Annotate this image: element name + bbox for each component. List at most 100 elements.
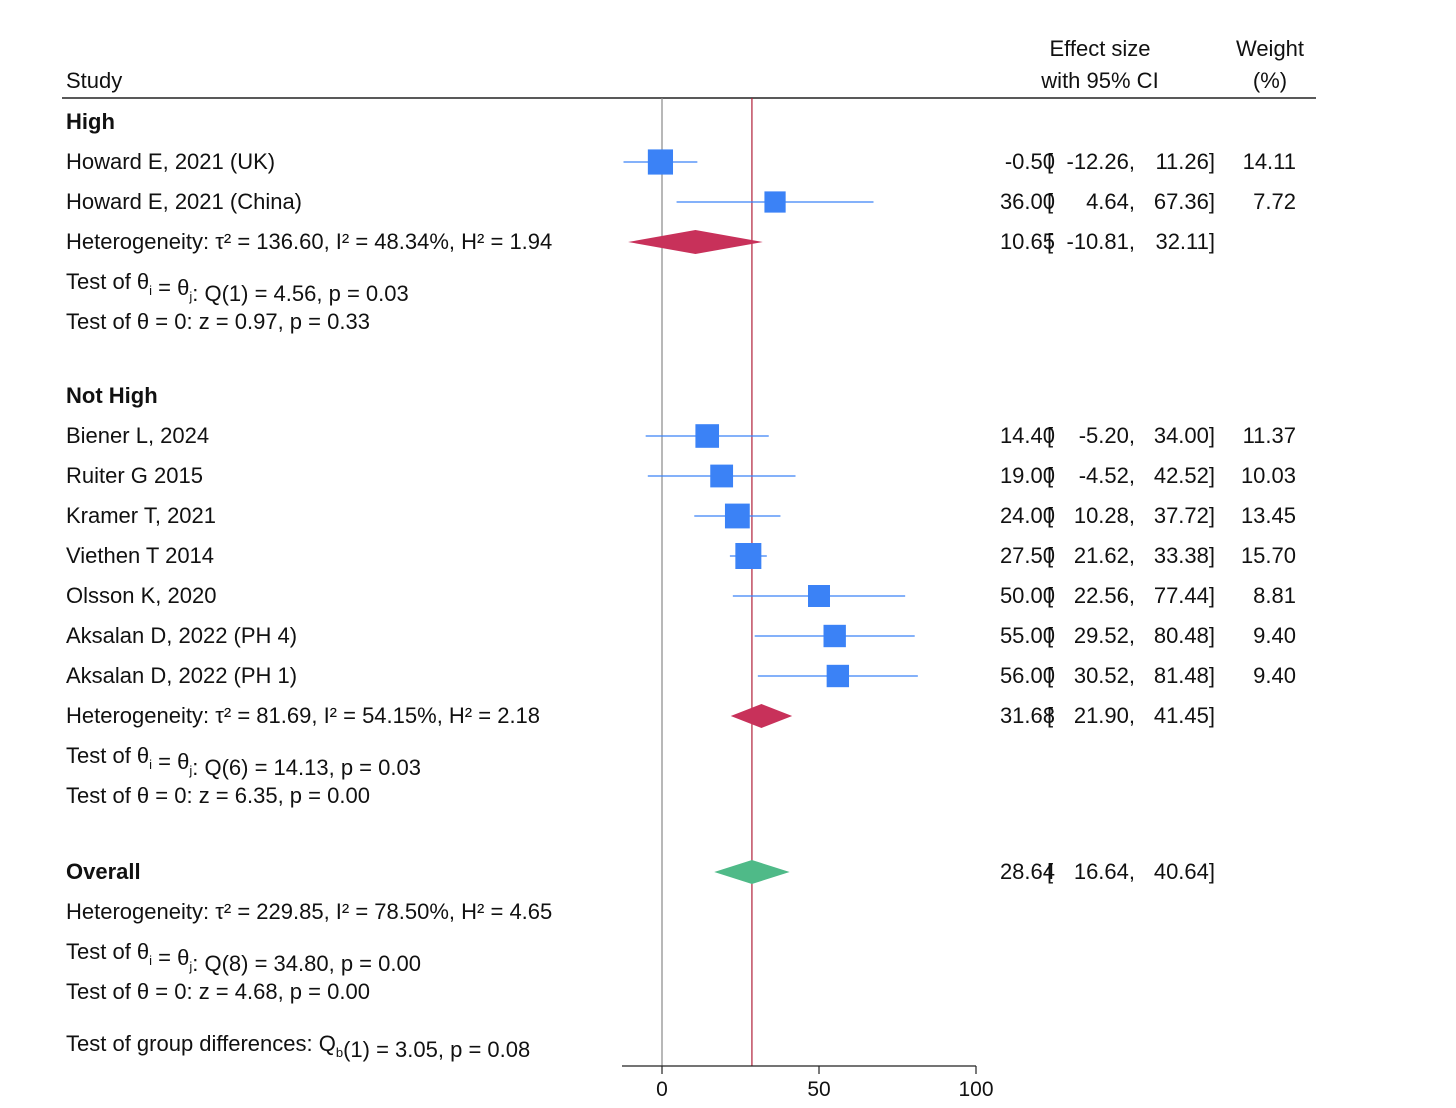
subgroup-ci-lo: -10.81,	[1067, 229, 1136, 254]
study-ci-bracket: [	[1047, 623, 1053, 648]
study-ci-hi: 77.44]	[1154, 583, 1215, 608]
study-ci-bracket: [	[1047, 663, 1053, 688]
study-ci-bracket: [	[1047, 503, 1053, 528]
study-ci-lo: 29.52,	[1074, 623, 1135, 648]
study-ci-lo: -12.26,	[1067, 149, 1136, 174]
subgroup-diamond	[730, 704, 793, 728]
subgroup-test-q: Test of θi = θj: Q(1) = 4.56, p = 0.03	[66, 269, 409, 306]
header-study: Study	[66, 68, 122, 93]
study-ci-hi: 67.36]	[1154, 189, 1215, 214]
study-label: Olsson K, 2020	[66, 583, 216, 608]
header-weight-pct: (%)	[1253, 68, 1287, 93]
study-effect-marker	[695, 424, 720, 448]
study-effect-marker	[823, 624, 846, 648]
study-ci-bracket: [	[1047, 149, 1053, 174]
study-effect-marker	[808, 585, 830, 607]
subgroup-ci-bracket: [	[1047, 229, 1053, 254]
study-ci-hi: 42.52]	[1154, 463, 1215, 488]
study-effect-marker	[647, 149, 674, 175]
subgroup-heterogeneity: Heterogeneity: τ² = 136.60, I² = 48.34%,…	[66, 229, 552, 254]
overall-test-q: Test of θi = θj: Q(8) = 34.80, p = 0.00	[66, 939, 421, 976]
subgroup-diamond	[628, 230, 763, 254]
study-effect-marker	[735, 543, 762, 569]
study-ci-lo: 4.64,	[1086, 189, 1135, 214]
study-effect-marker	[724, 503, 750, 529]
study-effect-marker	[710, 464, 734, 488]
study-ci-es: 36.00	[1000, 189, 1055, 214]
subgroup-test-q: Test of θi = θj: Q(6) = 14.13, p = 0.03	[66, 743, 421, 780]
overall-heterogeneity: Heterogeneity: τ² = 229.85, I² = 78.50%,…	[66, 899, 552, 924]
overall-ci-hi: 40.64]	[1154, 859, 1215, 884]
study-ci-bracket: [	[1047, 463, 1053, 488]
study-ci-es: 27.50	[1000, 543, 1055, 568]
study-weight: 11.37	[1243, 423, 1296, 448]
subgroup-ci-lo: 21.90,	[1074, 703, 1135, 728]
study-ci-hi: 80.48]	[1154, 623, 1215, 648]
study-ci-es: 24.00	[1000, 503, 1055, 528]
study-ci-hi: 33.38]	[1154, 543, 1215, 568]
study-weight: 9.40	[1253, 663, 1296, 688]
study-ci-es: 50.00	[1000, 583, 1055, 608]
study-weight: 15.70	[1241, 543, 1296, 568]
study-label: Biener L, 2024	[66, 423, 209, 448]
study-ci-bracket: [	[1047, 423, 1053, 448]
study-ci-lo: 10.28,	[1074, 503, 1135, 528]
study-effect-marker	[826, 664, 850, 688]
header-weight: Weight	[1236, 36, 1304, 61]
study-weight: 14.11	[1243, 149, 1296, 174]
group-title-0: High	[66, 109, 115, 134]
study-weight: 8.81	[1253, 583, 1296, 608]
study-ci-lo: 21.62,	[1074, 543, 1135, 568]
study-ci-bracket: [	[1047, 583, 1053, 608]
study-ci-hi: 81.48]	[1154, 663, 1215, 688]
study-ci-hi: 37.72]	[1154, 503, 1215, 528]
study-effect-marker	[764, 191, 786, 213]
subgroup-heterogeneity: Heterogeneity: τ² = 81.69, I² = 54.15%, …	[66, 703, 540, 728]
overall-diamond	[714, 860, 790, 884]
overall-title: Overall	[66, 859, 141, 884]
study-label: Kramer T, 2021	[66, 503, 216, 528]
header-effect-ci: with 95% CI	[1040, 68, 1158, 93]
subgroup-test-z: Test of θ = 0: z = 6.35, p = 0.00	[66, 783, 370, 808]
study-label: Viethen T 2014	[66, 543, 214, 568]
study-ci-lo: 22.56,	[1074, 583, 1135, 608]
x-tick-label-0: 0	[656, 1078, 668, 1101]
study-label: Howard E, 2021 (China)	[66, 189, 302, 214]
study-ci-es: -0.50	[1005, 149, 1055, 174]
overall-ci-lo: 16.64,	[1074, 859, 1135, 884]
subgroup-ci-bracket: [	[1047, 703, 1053, 728]
study-ci-bracket: [	[1047, 543, 1053, 568]
study-label: Aksalan D, 2022 (PH 1)	[66, 663, 297, 688]
study-ci-es: 55.00	[1000, 623, 1055, 648]
study-ci-es: 14.40	[1000, 423, 1055, 448]
overall-test-z: Test of θ = 0: z = 4.68, p = 0.00	[66, 979, 370, 1004]
x-axis-ticks: 0 50 100	[656, 1066, 994, 1101]
subgroup-ci-es: 31.68	[1000, 703, 1055, 728]
overall-ci-es: 28.64	[1000, 859, 1055, 884]
study-ci-es: 19.00	[1000, 463, 1055, 488]
study-weight: 9.40	[1253, 623, 1296, 648]
study-label: Ruiter G 2015	[66, 463, 203, 488]
study-weight: 13.45	[1241, 503, 1296, 528]
study-weight: 7.72	[1253, 189, 1296, 214]
subgroup-ci-hi: 32.11]	[1155, 229, 1215, 254]
x-tick-label-100: 100	[958, 1078, 993, 1101]
study-ci-lo: 30.52,	[1074, 663, 1135, 688]
header-effect-size: Effect size	[1049, 36, 1150, 61]
overall-ci-bracket: [	[1047, 859, 1053, 884]
study-ci-lo: -4.52,	[1079, 463, 1135, 488]
group-title-1: Not High	[66, 383, 158, 408]
study-ci-hi: 11.26]	[1155, 149, 1215, 174]
group-differences-test: Test of group differences: Qb(1) = 3.05,…	[66, 1031, 530, 1062]
study-weight: 10.03	[1241, 463, 1296, 488]
study-label: Howard E, 2021 (UK)	[66, 149, 275, 174]
subgroup-ci-es: 10.65	[1000, 229, 1055, 254]
subgroup-ci-hi: 41.45]	[1154, 703, 1215, 728]
study-ci-bracket: [	[1047, 189, 1053, 214]
study-ci-es: 56.00	[1000, 663, 1055, 688]
study-ci-lo: -5.20,	[1079, 423, 1135, 448]
study-label: Aksalan D, 2022 (PH 4)	[66, 623, 297, 648]
subgroup-test-z: Test of θ = 0: z = 0.97, p = 0.33	[66, 309, 370, 334]
